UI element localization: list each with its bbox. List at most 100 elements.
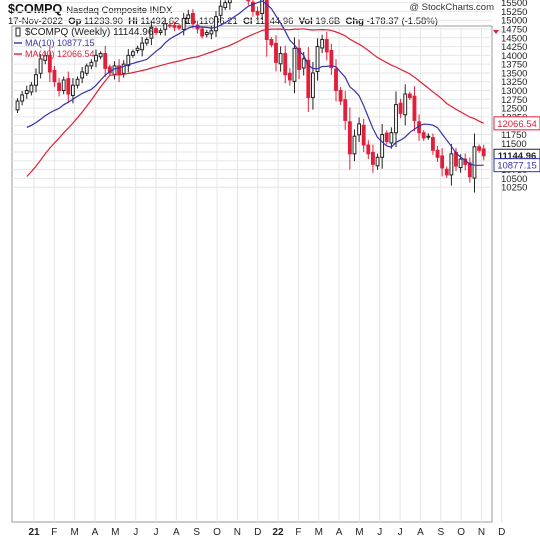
candle-up: [227, 0, 232, 4]
candle-down: [334, 68, 338, 92]
candle-up: [163, 23, 168, 30]
price-label-box: [493, 116, 540, 131]
candle-up: [458, 158, 463, 169]
candle-up: [394, 104, 398, 134]
candle-down: [444, 168, 449, 176]
candle-down: [269, 39, 274, 46]
quote-close-label: Cl: [243, 16, 253, 27]
candle-up: [20, 94, 25, 102]
price-label-box: [493, 158, 540, 173]
x-tick-label: A: [173, 527, 180, 538]
candle-up: [75, 78, 80, 86]
candle-down: [398, 102, 403, 114]
legend-label: MA(40) 12066.54: [25, 49, 95, 59]
candle-down: [347, 121, 352, 155]
symbol-ticker: $COMPQ: [8, 2, 63, 16]
stockcharts-watermark: @ StockCharts.com: [409, 2, 494, 13]
quote-change-label: Chg: [345, 16, 364, 27]
candle-down: [274, 42, 278, 63]
y-tick-label: 14000: [501, 51, 527, 62]
candle-up: [375, 156, 380, 167]
candle-up: [158, 30, 163, 34]
candle-down: [200, 28, 205, 37]
x-tick-label: A: [92, 527, 99, 538]
candle-up: [426, 135, 431, 138]
plot-frame: [11, 25, 493, 523]
x-tick-label: O: [213, 527, 221, 538]
quote-low: 11006.21: [198, 16, 238, 27]
candle-up: [181, 17, 186, 30]
candle-down: [407, 93, 412, 99]
y-tick-label: 15250: [501, 7, 527, 18]
candle-down: [52, 69, 57, 83]
candle-up: [301, 58, 306, 69]
y-tick-label: 14250: [501, 42, 527, 53]
x-tick-label: J: [398, 527, 403, 538]
y-tick-label: 10500: [501, 174, 527, 185]
legend-label: MA(10) 10877.15: [25, 38, 95, 48]
candle-up: [472, 146, 477, 179]
candle-up: [292, 47, 297, 82]
quote-high-label: Hi: [128, 16, 138, 27]
x-tick-label: N: [234, 527, 241, 538]
quote-date: 17-Nov-2022: [8, 16, 63, 27]
x-tick-label: O: [457, 527, 465, 538]
x-tick-label: F: [51, 527, 57, 538]
quote-open: 11233.90: [84, 16, 123, 27]
candle-down: [366, 144, 371, 155]
candle-up: [315, 46, 320, 73]
candle-up: [70, 84, 75, 96]
candle-up: [126, 54, 131, 67]
candle-up: [380, 133, 385, 158]
x-tick-label: 21: [28, 527, 40, 538]
price-label: 10877.15: [493, 158, 540, 173]
candle-down: [324, 39, 329, 53]
x-tick-label: S: [437, 527, 444, 538]
y-tick-label: 13750: [501, 60, 527, 71]
x-tick-label: J: [154, 527, 159, 538]
candle-down: [177, 25, 182, 29]
candle-up: [218, 5, 223, 16]
quote-volume: 19.6B: [315, 16, 341, 27]
candle-down: [421, 132, 426, 139]
candle-down: [287, 72, 292, 81]
y-tick-label: 15000: [501, 16, 527, 27]
candle-down: [440, 155, 445, 169]
candle-up: [357, 123, 362, 136]
candle-up: [29, 84, 34, 93]
candle-up: [24, 90, 29, 95]
quote-low-label: Lo: [184, 16, 197, 27]
candle-down: [103, 53, 108, 69]
candle-down: [190, 13, 195, 25]
y-tick-label: 14750: [501, 24, 527, 35]
candle-down: [246, 0, 251, 2]
candle-down: [329, 49, 334, 69]
candle-up: [403, 93, 408, 116]
quote-line: 17-Nov-2022 Op 11233.90 Hi 11492.62 Lo 1…: [8, 16, 438, 27]
x-tick-label: M: [315, 527, 323, 538]
candle-down: [172, 24, 177, 28]
price-label: 12066.54: [493, 116, 540, 131]
quote-change: -178.37 (-1.58%): [366, 16, 438, 27]
candle-up: [61, 79, 66, 92]
candle-down: [370, 151, 375, 165]
y-tick-label: 11750: [501, 130, 527, 141]
candle-up: [352, 135, 357, 155]
candle-up: [209, 30, 214, 35]
candle-down: [167, 24, 172, 27]
legend-label: $COMPQ (Weekly) 11144.96: [25, 27, 154, 38]
x-tick-label: M: [71, 527, 79, 538]
candle-up: [43, 54, 48, 61]
candle-down: [47, 54, 52, 73]
ma10-line: [26, 0, 484, 166]
x-tick-label: A: [417, 527, 424, 538]
candle-down: [66, 78, 71, 95]
symbol-name: Nasdaq Composite INDX: [66, 5, 173, 16]
candle-down: [435, 149, 440, 158]
price-label-text: 10877.15: [497, 161, 537, 172]
candle-down: [343, 99, 348, 121]
candle-down: [384, 132, 389, 143]
candle-up: [15, 100, 20, 111]
candle-up: [310, 72, 315, 99]
